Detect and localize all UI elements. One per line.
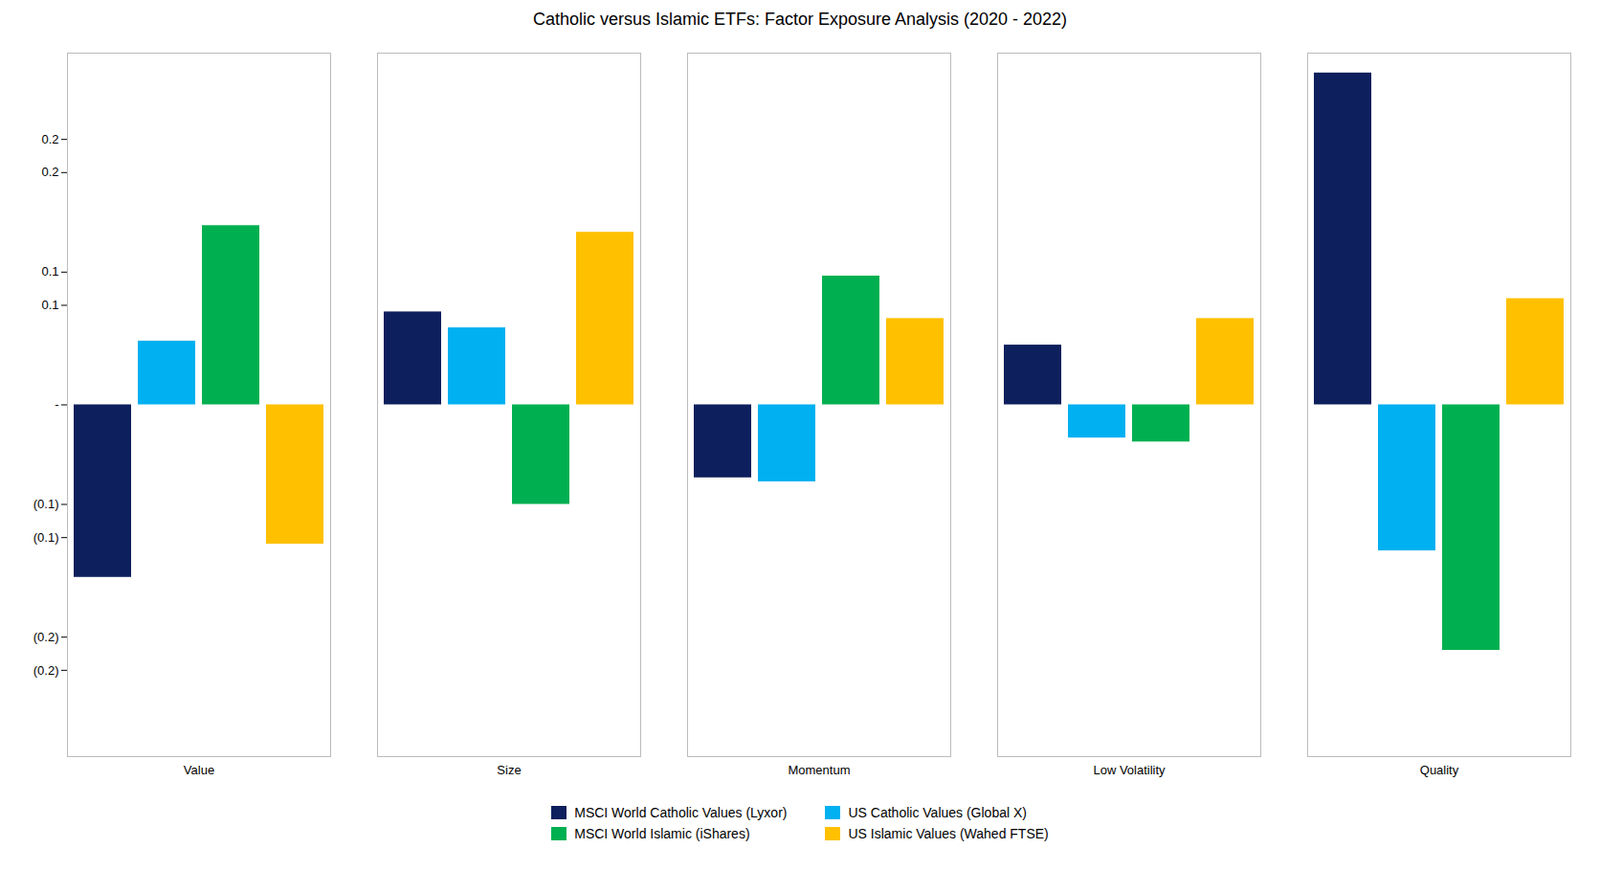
svg-text:(0.2): (0.2) bbox=[33, 629, 60, 645]
html-text:US Islamic Values (Wahed FTSE): US Islamic Values (Wahed FTSE) bbox=[848, 825, 1049, 842]
svg-text:(0.1): (0.1) bbox=[33, 496, 60, 512]
svg-text:-: - bbox=[54, 397, 59, 412]
svg-text:Quality: Quality bbox=[1420, 762, 1460, 778]
svg-text:Value: Value bbox=[183, 762, 215, 778]
html-text:Catholic versus Islamic ETFs:: Catholic versus Islamic ETFs: Factor Exp… bbox=[532, 9, 1068, 29]
svg-text:0.1: 0.1 bbox=[41, 264, 59, 279]
svg-text:(0.2): (0.2) bbox=[33, 663, 60, 678]
html-text:MSCI World Islamic (iShares): MSCI World Islamic (iShares) bbox=[574, 825, 750, 842]
svg-text:Size: Size bbox=[496, 762, 521, 778]
html-text:US Catholic Values (Global X): US Catholic Values (Global X) bbox=[848, 804, 1027, 821]
svg-text:0.2: 0.2 bbox=[41, 132, 59, 147]
svg-text:(0.1): (0.1) bbox=[33, 530, 60, 545]
svg-text:0.2: 0.2 bbox=[41, 164, 59, 179]
svg-text:0.1: 0.1 bbox=[41, 297, 59, 312]
svg-text:Momentum: Momentum bbox=[787, 762, 850, 778]
html-text:MSCI World Catholic Values (Ly: MSCI World Catholic Values (Lyxor) bbox=[574, 804, 788, 821]
svg-text:Low Volatility: Low Volatility bbox=[1092, 762, 1166, 778]
